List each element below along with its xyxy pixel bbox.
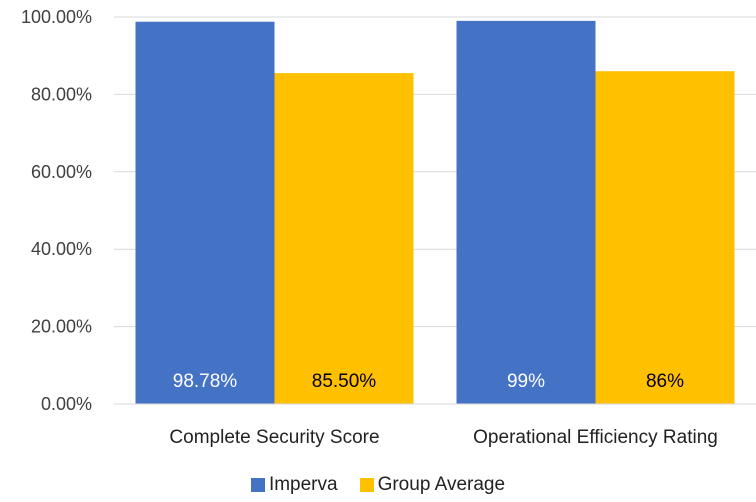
- y-tick-label: 80.00%: [31, 84, 92, 104]
- legend: Imperva Group Average: [0, 470, 756, 500]
- y-tick-label: 60.00%: [31, 162, 92, 182]
- legend-label-group-average: Group Average: [377, 474, 506, 495]
- data-label: 99%: [507, 371, 545, 392]
- y-tick-label: 0.00%: [41, 394, 92, 414]
- chart-svg: 0.00% 20.00% 40.00% 60.00% 80.00% 100.00% 98.7…: [21, 7, 756, 448]
- bar-imperva: [135, 21, 275, 404]
- x-tick-label: Operational Efficiency Rating: [473, 427, 718, 448]
- bar-group-average: [595, 71, 735, 405]
- legend-swatch-group-average: [359, 478, 374, 492]
- data-label: 98.78%: [173, 371, 238, 392]
- x-tick-label: Complete Security Score: [169, 427, 379, 448]
- legend-label-imperva: Imperva: [268, 474, 338, 495]
- y-tick-label: 20.00%: [31, 317, 92, 337]
- legend-swatch-imperva: [250, 478, 265, 492]
- legend-item-imperva: Imperva: [250, 474, 338, 496]
- y-tick-label: 100.00%: [21, 7, 92, 27]
- legend-item-group-average: Group Average: [359, 474, 506, 496]
- bar-imperva: [456, 20, 596, 405]
- y-tick-label: 40.00%: [31, 239, 92, 259]
- data-label: 85.50%: [312, 371, 377, 392]
- data-label: 86%: [646, 371, 684, 392]
- bar-group-average: [274, 73, 414, 405]
